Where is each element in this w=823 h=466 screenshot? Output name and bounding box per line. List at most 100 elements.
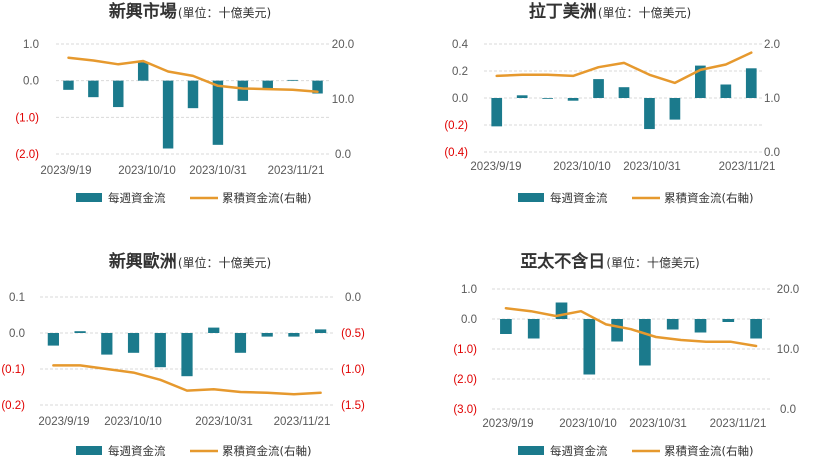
chart-title: 新興市場(單位：十億美元) <box>109 1 271 22</box>
bar <box>527 319 540 339</box>
bar <box>101 333 113 355</box>
bar <box>315 329 327 333</box>
left-axis-tick-label: 0.1 <box>9 292 25 304</box>
right-axis-tick-label: 10.0 <box>777 344 799 356</box>
x-axis-tick-label: 2023/10/10 <box>559 418 617 430</box>
legend-bar-swatch <box>518 193 544 202</box>
left-axis-tick-label: (2.0) <box>453 374 477 386</box>
bar <box>666 319 679 330</box>
x-axis-tick-label: 2023/9/19 <box>38 416 89 428</box>
x-axis-tick-label: 2023/9/19 <box>40 165 91 177</box>
left-axis-tick-label: 1.0 <box>461 284 477 296</box>
chart-title-unit: (單位：十億美元) <box>178 255 271 270</box>
legend: 每週資金流 累積資金流(右軸) <box>76 191 311 205</box>
chart-title: 拉丁美洲(單位：十億美元) <box>529 1 691 22</box>
right-axis-tick-label: 0.0 <box>345 292 361 304</box>
left-axis-tick-label: 0.0 <box>9 328 25 340</box>
chart-panel-4: 亞太不含日(單位：十億美元) 1.0 0.0 (1.0) (2.0) (3.0) 20.0 1… <box>453 251 799 458</box>
bar <box>555 302 568 319</box>
x-axis-tick-label: 2023/11/21 <box>274 416 331 428</box>
bar <box>47 333 59 346</box>
left-axis-tick-label: 0.2 <box>452 66 468 78</box>
right-axis-tick-label: 10.0 <box>332 94 354 106</box>
bar <box>500 319 512 334</box>
chart-panel-2: 拉丁美洲(單位：十億美元) 0.4 0.2 0.0 (0.2) (0.4) 2.0 1.0 0.… <box>444 1 780 205</box>
bar <box>695 65 706 98</box>
bar <box>312 80 323 94</box>
cumulative-flow-line <box>495 51 753 85</box>
bar <box>644 98 655 130</box>
cumulative-flow-line <box>52 364 322 396</box>
bar <box>154 333 166 368</box>
bar <box>262 80 273 90</box>
chart-title-main: 新興歐洲 <box>109 251 177 272</box>
x-axis-tick-label: 2023/10/31 <box>189 165 247 177</box>
right-axis-tick-label: (1.5) <box>341 400 365 412</box>
bar <box>639 319 651 366</box>
bar <box>113 80 124 108</box>
chart-title-unit: (單位：十億美元) <box>598 5 691 20</box>
chart-panel-1: 新興市場(單位：十億美元) 1.0 0.0 (1.0) (2.0) 20.0 10.0 0.0… <box>15 1 354 205</box>
left-axis-tick-label: (0.1) <box>1 364 25 376</box>
chart-title: 新興歐洲(單位：十億美元) <box>109 251 271 272</box>
left-axis-tick-label: (2.0) <box>15 149 39 161</box>
bar <box>593 79 604 98</box>
legend-line-label: 累積資金流(右軸) <box>222 191 311 205</box>
bar <box>720 84 732 98</box>
right-axis-tick-label: 2.0 <box>764 39 780 51</box>
bar <box>750 319 762 339</box>
legend: 每週資金流 累積資金流(右軸) <box>518 444 753 458</box>
x-axis-tick-label: 2023/10/31 <box>195 416 253 428</box>
right-axis-tick-label: 20.0 <box>332 39 354 51</box>
chart-title: 亞太不含日(單位：十億美元) <box>520 251 699 272</box>
legend-bar-swatch <box>76 193 102 202</box>
left-axis-tick-label: 1.0 <box>23 39 39 51</box>
left-axis-tick-label: 0.0 <box>452 93 468 105</box>
bar <box>516 95 528 98</box>
bar <box>74 331 86 333</box>
cumulative-flow-line <box>504 306 758 348</box>
bar <box>181 333 193 377</box>
legend-bar-label: 每週資金流 <box>550 191 608 205</box>
chart-title-unit: (單位：十億美元) <box>178 5 271 20</box>
legend-line-label: 累積資金流(右軸) <box>222 444 311 458</box>
right-axis-tick-label: 20.0 <box>777 284 799 296</box>
legend-bar-swatch <box>518 446 544 455</box>
x-axis-tick-label: 2023/10/10 <box>553 161 611 173</box>
legend: 每週資金流 累積資金流(右軸) <box>76 444 311 458</box>
x-axis-tick-label: 2023/10/31 <box>623 161 681 173</box>
bar <box>212 80 224 145</box>
bar <box>618 87 630 98</box>
left-axis-tick-label: 0.0 <box>23 76 39 88</box>
right-axis-tick-label: 0.0 <box>780 404 796 416</box>
chart-title-main: 拉丁美洲 <box>529 1 597 22</box>
bar <box>162 80 174 149</box>
bar <box>234 333 247 353</box>
x-axis-tick-label: 2023/11/21 <box>710 418 767 430</box>
chart-title-main: 新興市場 <box>109 1 177 22</box>
left-axis-tick-label: (3.0) <box>453 404 477 416</box>
chart-panel-3: 新興歐洲(單位：十億美元) 0.1 0.0 (0.1) (0.2) 0.0 (0.5) (1.… <box>1 251 365 458</box>
cumulative-flow-line <box>67 56 319 94</box>
left-axis-tick-label: 0.0 <box>461 314 477 326</box>
x-axis-tick-label: 2023/10/10 <box>104 416 162 428</box>
left-axis-tick-label: (1.0) <box>453 344 477 356</box>
right-axis-tick-label: (0.5) <box>341 328 365 340</box>
bar <box>611 319 623 342</box>
bar <box>669 98 681 120</box>
left-axis-tick-label: (0.2) <box>444 120 468 132</box>
x-axis-tick-label: 2023/11/21 <box>719 161 776 173</box>
x-axis-tick-label: 2023/9/19 <box>482 418 533 430</box>
legend-bar-label: 每週資金流 <box>550 444 608 458</box>
x-axis-tick-label: 2023/10/10 <box>118 165 176 177</box>
bar <box>237 80 249 101</box>
bar <box>127 333 140 353</box>
right-axis-tick-label: 1.0 <box>764 93 780 105</box>
right-axis-tick-label: 0.0 <box>335 149 351 161</box>
legend-bar-swatch <box>76 446 102 455</box>
bar <box>542 98 553 99</box>
bar <box>288 333 300 337</box>
legend-line-label: 累積資金流(右軸) <box>664 191 753 205</box>
bar <box>187 80 199 109</box>
